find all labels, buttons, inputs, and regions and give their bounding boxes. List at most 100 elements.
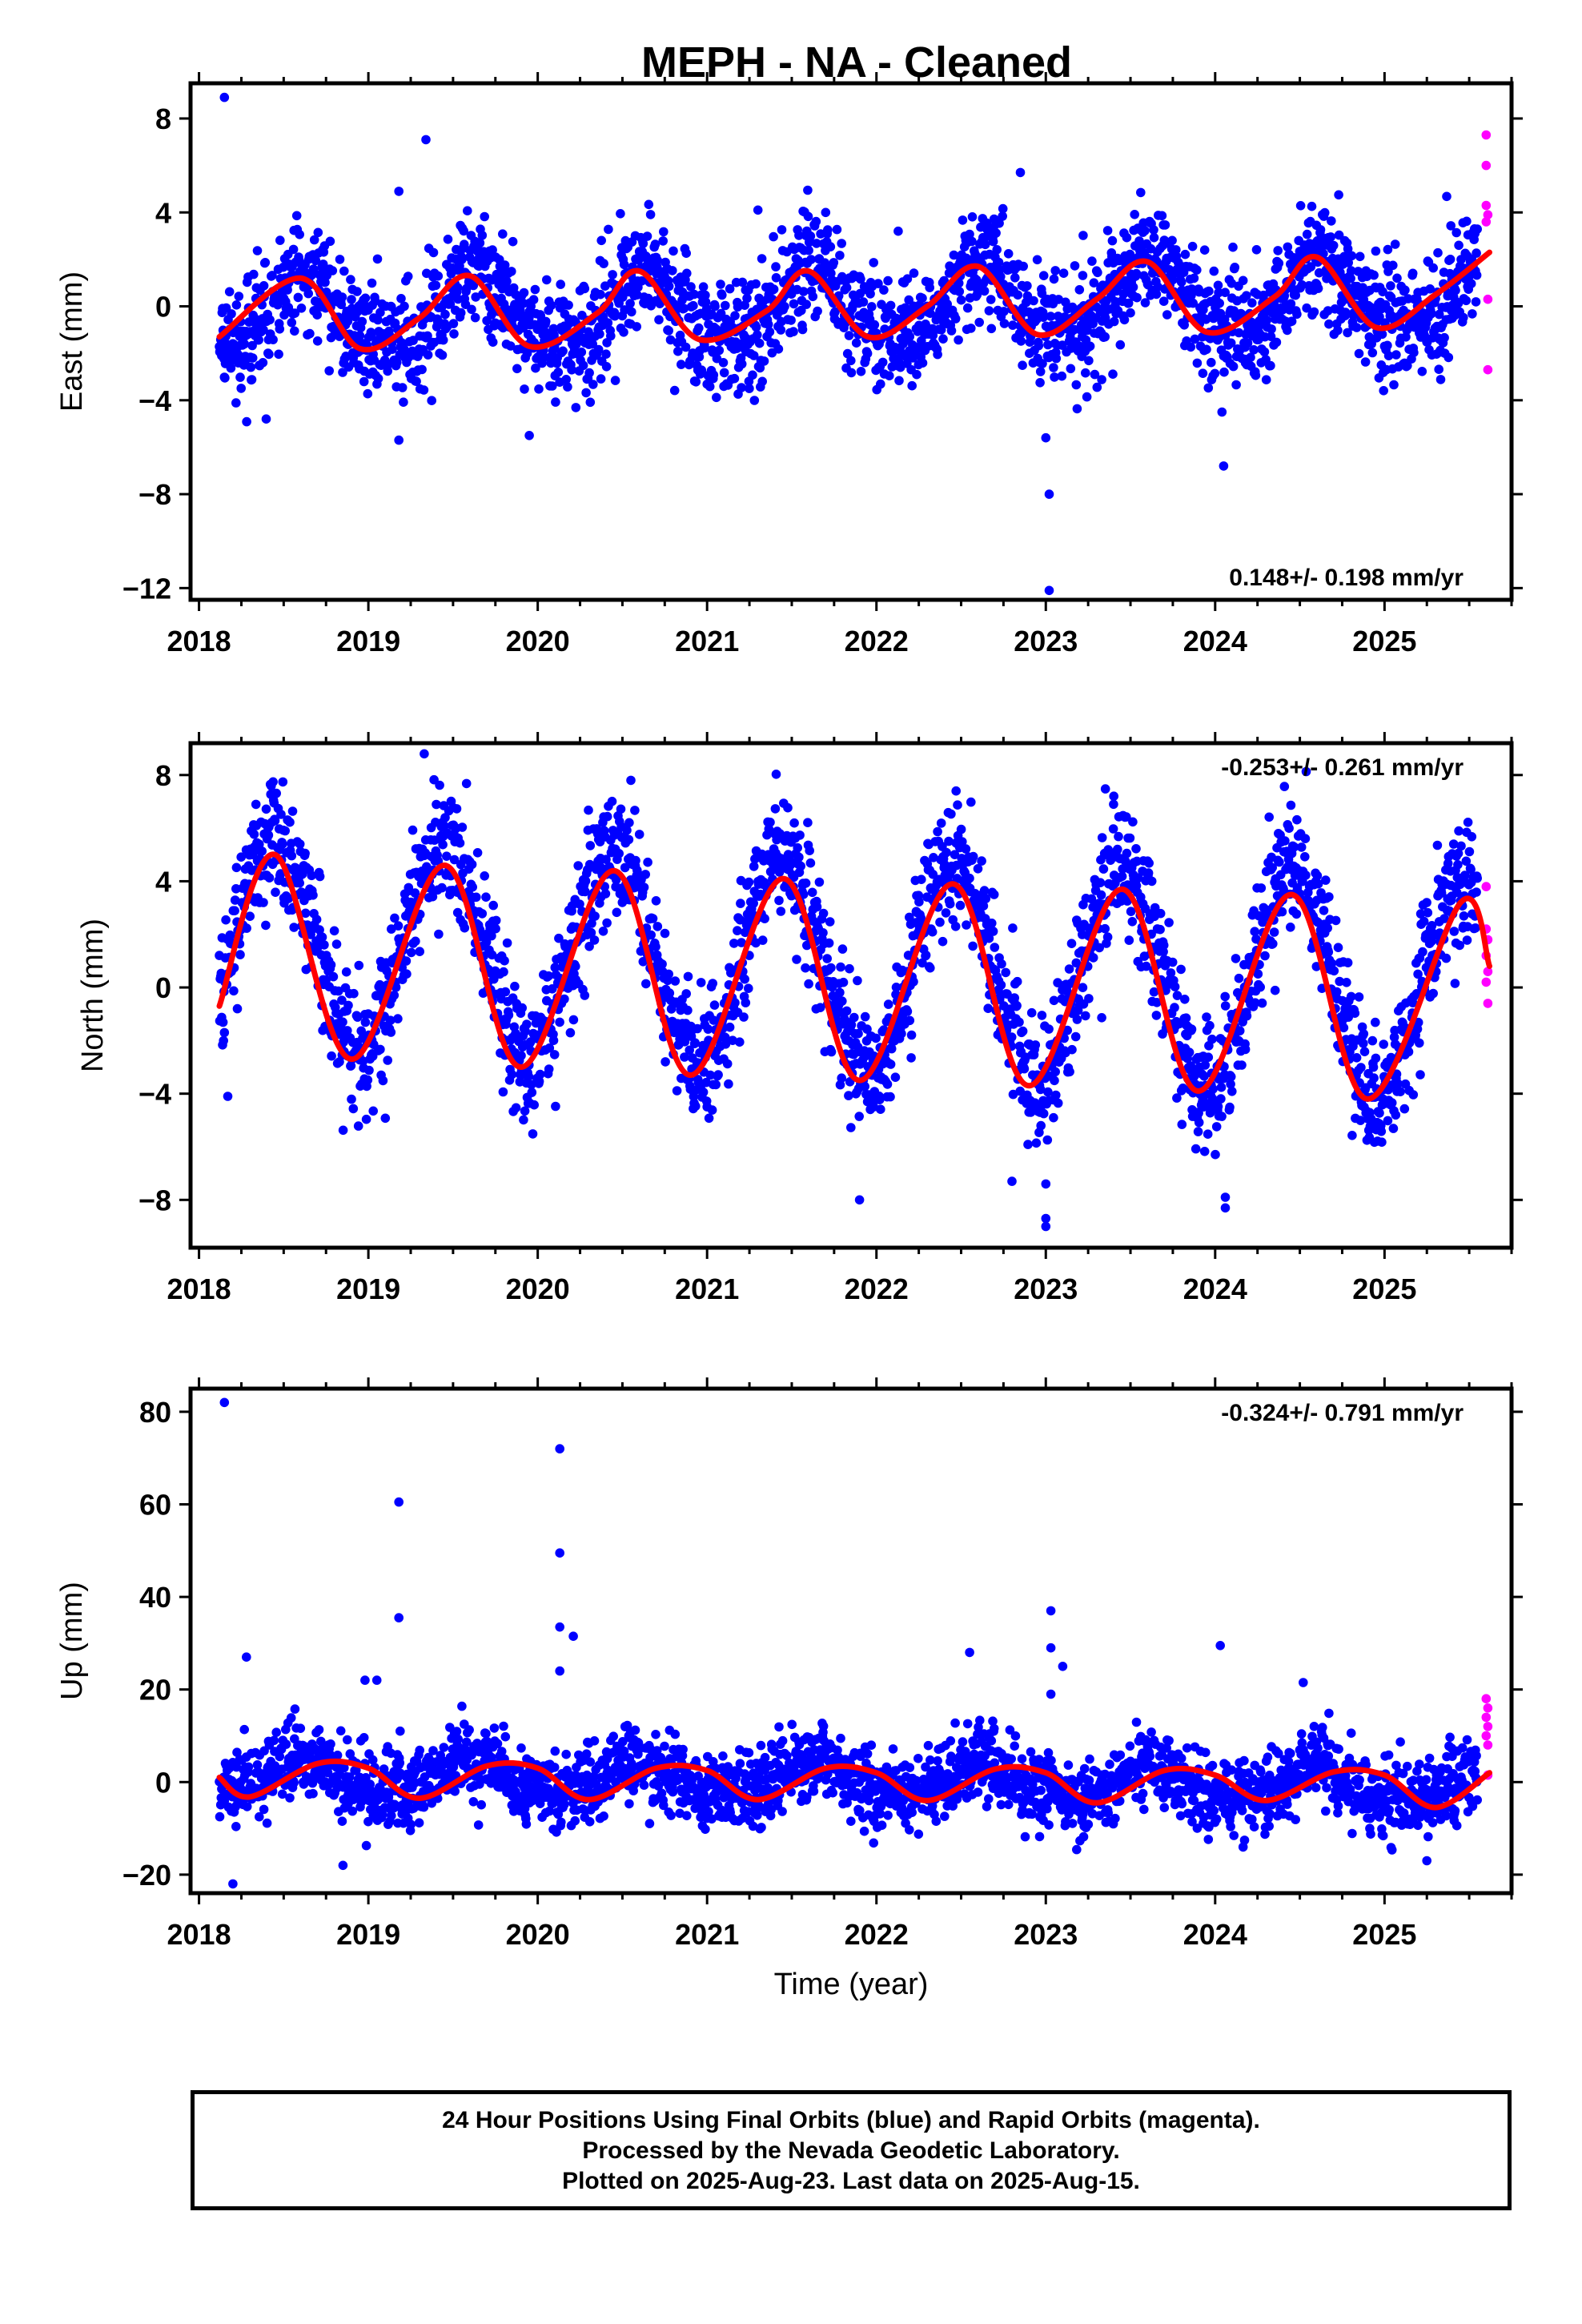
data-point	[1008, 1089, 1018, 1100]
data-point	[630, 806, 640, 815]
data-point	[927, 927, 938, 937]
data-point	[511, 1103, 521, 1113]
data-point	[622, 826, 632, 835]
data-point	[488, 900, 498, 911]
data-point	[1283, 242, 1293, 252]
data-point	[1286, 299, 1296, 309]
data-point	[771, 262, 781, 271]
data-point	[522, 1019, 532, 1029]
data-point	[694, 323, 704, 333]
data-point	[1151, 289, 1162, 300]
data-point	[815, 1003, 825, 1012]
data-point	[1050, 1067, 1060, 1077]
data-point	[794, 231, 804, 240]
data-point	[255, 839, 264, 849]
data-point	[1417, 367, 1427, 376]
data-point	[375, 979, 385, 990]
data-point	[1346, 273, 1355, 283]
data-point	[361, 1114, 371, 1124]
data-point	[1393, 1079, 1403, 1089]
data-point	[1359, 1039, 1368, 1048]
data-point	[728, 1035, 737, 1045]
data-point	[417, 364, 427, 375]
data-point	[803, 185, 813, 195]
data-point	[938, 936, 948, 947]
data-point	[576, 347, 587, 357]
data-point	[1194, 1108, 1203, 1118]
data-point	[701, 290, 710, 300]
data-point	[352, 287, 362, 296]
data-point	[999, 319, 1010, 328]
data-point	[225, 930, 235, 940]
data-point	[1119, 315, 1130, 325]
data-point	[657, 959, 667, 969]
data-point	[824, 938, 834, 948]
data-point	[341, 967, 351, 977]
data-point	[1286, 923, 1295, 932]
data-point	[729, 939, 739, 948]
data-point	[816, 229, 825, 239]
data-point	[567, 365, 576, 375]
figure-title: MEPH - NA - Cleaned	[641, 38, 1072, 86]
data-point	[319, 940, 329, 950]
data-point	[697, 365, 707, 376]
data-point	[1428, 263, 1438, 273]
data-point	[564, 300, 573, 310]
data-point	[1343, 328, 1352, 338]
data-point	[1062, 986, 1072, 996]
data-point	[349, 988, 359, 999]
data-point	[309, 235, 319, 245]
data-point	[625, 299, 635, 308]
data-point	[1141, 961, 1151, 971]
data-point	[1058, 268, 1069, 279]
data-point	[829, 258, 839, 267]
data-point	[1296, 842, 1307, 852]
data-point	[917, 958, 927, 968]
data-point	[690, 1038, 700, 1047]
data-point	[383, 1055, 393, 1065]
data-point	[991, 228, 1001, 238]
data-point	[1391, 350, 1401, 360]
data-point	[499, 967, 508, 977]
data-point	[467, 304, 476, 315]
data-point	[992, 245, 1002, 255]
data-point	[794, 852, 804, 862]
data-point	[435, 780, 444, 790]
data-point	[1094, 943, 1104, 953]
data-point	[1350, 1008, 1360, 1018]
data-point	[759, 878, 769, 887]
data-point	[335, 255, 345, 264]
data-point	[953, 800, 962, 810]
data-point	[449, 854, 460, 865]
data-point	[631, 855, 640, 866]
east-frame	[188, 81, 1514, 602]
data-point	[1389, 380, 1399, 390]
data-point	[966, 797, 976, 807]
data-point	[949, 250, 959, 260]
data-point	[1176, 277, 1186, 287]
data-point	[1049, 363, 1058, 372]
data-point	[491, 923, 500, 934]
data-point	[1377, 1137, 1387, 1147]
data-point	[1247, 298, 1257, 308]
data-point	[480, 871, 489, 881]
data-point	[400, 301, 409, 312]
data-point	[763, 320, 773, 329]
data-point	[916, 913, 926, 923]
data-point	[1136, 187, 1146, 198]
data-point	[399, 397, 408, 408]
data-point	[885, 371, 894, 381]
data-point	[967, 212, 978, 222]
data-point	[1097, 375, 1106, 384]
data-point	[1257, 998, 1267, 1008]
data-point	[602, 918, 612, 928]
data-point	[329, 926, 339, 936]
data-point	[1346, 266, 1356, 275]
data-point	[1452, 227, 1461, 238]
data-point	[885, 1092, 895, 1102]
data-point	[1306, 262, 1316, 271]
data-point	[999, 307, 1009, 316]
data-point	[967, 236, 977, 247]
data-point	[973, 864, 983, 874]
data-point	[1238, 275, 1248, 286]
